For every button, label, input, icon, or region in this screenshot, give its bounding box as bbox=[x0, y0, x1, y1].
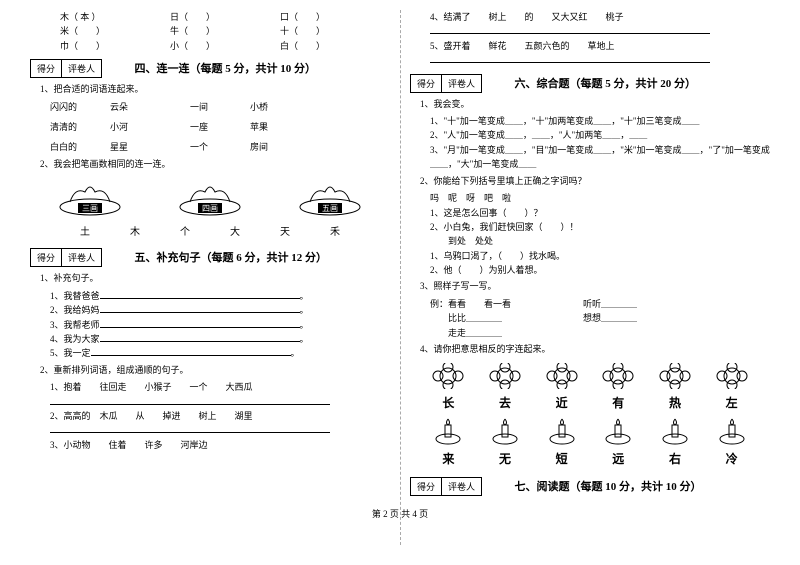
q5-2: 2、重新排列词语，组成通顺的句子。 bbox=[40, 364, 390, 378]
char-add-grid: 木（ 本 ）日（ ）口（ ） 米（ ）牛（ ）十（ ） 巾（ ）小（ ）白（ ） bbox=[60, 10, 390, 53]
q6-1: 1、我会变。 bbox=[420, 98, 770, 112]
grader-label: 评卷人 bbox=[442, 478, 481, 495]
fill-line: 5、我一定。 bbox=[50, 346, 390, 360]
flower-icon bbox=[658, 363, 692, 389]
candle-icon bbox=[488, 417, 522, 445]
cell: 白（ ） bbox=[280, 39, 390, 53]
lotus-row: 三画 四画 五画 bbox=[30, 177, 390, 217]
reorder-4: 4、结满了 树上 的 又大又红 桃子 bbox=[430, 10, 770, 24]
example-1: 例：看看 看一看 听听＿＿＿＿ bbox=[430, 297, 770, 311]
lotus-icon: 四画 bbox=[170, 177, 250, 217]
score-box: 得分 评卷人 bbox=[410, 74, 482, 93]
section-6-title: 六、综合题（每题 5 分，共计 20 分） bbox=[515, 75, 697, 91]
right-column: 4、结满了 树上 的 又大又红 桃子 5、盛开着 鲜花 五颜六色的 草地上 得分… bbox=[400, 10, 780, 498]
fill-2-1: 1、这是怎么回事（ ）？ bbox=[430, 206, 770, 220]
variant-2: 2、"人"加一笔变成＿＿，＿＿，"人"加两笔＿＿，＿＿ bbox=[430, 128, 770, 142]
cell: 米（ ） bbox=[60, 24, 170, 38]
section-4-title: 四、连一连（每题 5 分，共计 10 分） bbox=[135, 60, 317, 76]
q6-3: 3、照样子写一写。 bbox=[420, 280, 770, 294]
q5-1: 1、补充句子。 bbox=[40, 272, 390, 286]
q4-1: 1、把合适的词语连起来。 bbox=[40, 83, 390, 97]
flower-icon bbox=[601, 363, 635, 389]
candle-icon bbox=[601, 417, 635, 445]
section-7-title: 七、阅读题（每题 10 分，共计 10 分） bbox=[515, 478, 702, 494]
options: 吗 呢 呀 吧 啦 bbox=[430, 191, 770, 205]
fill-2-3: 1、乌鸦口渴了，（ ）找水喝。 bbox=[430, 249, 770, 263]
reorder-3: 3、小动物 住着 许多 河岸边 bbox=[50, 438, 390, 452]
fill-2-4: 2、他（ ）为别人着想。 bbox=[430, 263, 770, 277]
variant-1: 1、"十"加一笔变成＿＿，"十"加两笔变成＿＿，"十"加三笔变成＿＿ bbox=[430, 114, 770, 128]
fill-line: 3、我帮老师。 bbox=[50, 318, 390, 332]
cell: 日（ ） bbox=[170, 10, 280, 24]
cell: 小（ ） bbox=[170, 39, 280, 53]
example-2: 比比＿＿＿＿ 想想＿＿＿＿ bbox=[430, 311, 770, 325]
cell: 木（ 本 ） bbox=[60, 10, 170, 24]
pair-row: 清清的小河一座苹果 bbox=[50, 120, 390, 134]
flower-row: 长 去 近 有 热 左 bbox=[420, 363, 760, 411]
lotus-icon: 三画 bbox=[50, 177, 130, 217]
fill-line: 2、我给妈妈。 bbox=[50, 303, 390, 317]
grader-label: 评卷人 bbox=[62, 60, 101, 77]
score-label: 得分 bbox=[411, 75, 442, 92]
score-box: 得分 评卷人 bbox=[30, 248, 102, 267]
grader-label: 评卷人 bbox=[62, 249, 101, 266]
reorder-5: 5、盛开着 鲜花 五颜六色的 草地上 bbox=[430, 39, 770, 53]
section-5-title: 五、补充句子（每题 6 分，共计 12 分） bbox=[135, 249, 328, 265]
candle-icon bbox=[658, 417, 692, 445]
example-3: 走走＿＿＿＿ bbox=[430, 326, 770, 340]
score-label: 得分 bbox=[31, 249, 62, 266]
cell: 十（ ） bbox=[280, 24, 390, 38]
fill-line: 1、我替爸爸。 bbox=[50, 289, 390, 303]
svg-text:三画: 三画 bbox=[82, 204, 98, 213]
candle-icon bbox=[545, 417, 579, 445]
options-2: 到处 处处 bbox=[430, 234, 770, 248]
variant-3: 3、"月"加一笔变成＿＿，"目"加一笔变成＿＿，"米"加一笔变成＿＿，"了"加一… bbox=[430, 143, 770, 172]
left-column: 木（ 本 ）日（ ）口（ ） 米（ ）牛（ ）十（ ） 巾（ ）小（ ）白（ ）… bbox=[20, 10, 400, 498]
cell: 牛（ ） bbox=[170, 24, 280, 38]
reorder-2: 2、高高的 木瓜 从 掉进 树上 湖里 bbox=[50, 409, 390, 423]
lotus-icon: 五画 bbox=[290, 177, 370, 217]
grader-label: 评卷人 bbox=[442, 75, 481, 92]
flower-icon bbox=[715, 363, 749, 389]
cell: 口（ ） bbox=[280, 10, 390, 24]
fill-2-2: 2、小白兔，我们赶快回家（ ）！ bbox=[430, 220, 770, 234]
flower-icon bbox=[545, 363, 579, 389]
q6-4: 4、请你把意思相反的字连起来。 bbox=[420, 343, 770, 357]
score-label: 得分 bbox=[31, 60, 62, 77]
score-box: 得分 评卷人 bbox=[410, 477, 482, 496]
reorder-1: 1、抱着 往回走 小猴子 一个 大西瓜 bbox=[50, 380, 390, 394]
svg-text:五画: 五画 bbox=[322, 204, 338, 213]
fill-line: 4、我为大家。 bbox=[50, 332, 390, 346]
candle-icon bbox=[715, 417, 749, 445]
flower-icon bbox=[488, 363, 522, 389]
candle-row: 来 无 短 远 右 冷 bbox=[420, 417, 760, 467]
candle-icon bbox=[431, 417, 465, 445]
char-row: 土木个大天禾 bbox=[60, 223, 360, 238]
pair-row: 白白的星星一个房间 bbox=[50, 140, 390, 154]
flower-icon bbox=[431, 363, 465, 389]
q4-2: 2、我会把笔画数相同的连一连。 bbox=[40, 158, 390, 172]
score-box: 得分 评卷人 bbox=[30, 59, 102, 78]
pair-row: 闪闪的云朵一间小桥 bbox=[50, 100, 390, 114]
svg-text:四画: 四画 bbox=[202, 204, 218, 213]
score-label: 得分 bbox=[411, 478, 442, 495]
q6-2: 2、你能给下列括号里填上正确之字词吗？ bbox=[420, 175, 770, 189]
cell: 巾（ ） bbox=[60, 39, 170, 53]
